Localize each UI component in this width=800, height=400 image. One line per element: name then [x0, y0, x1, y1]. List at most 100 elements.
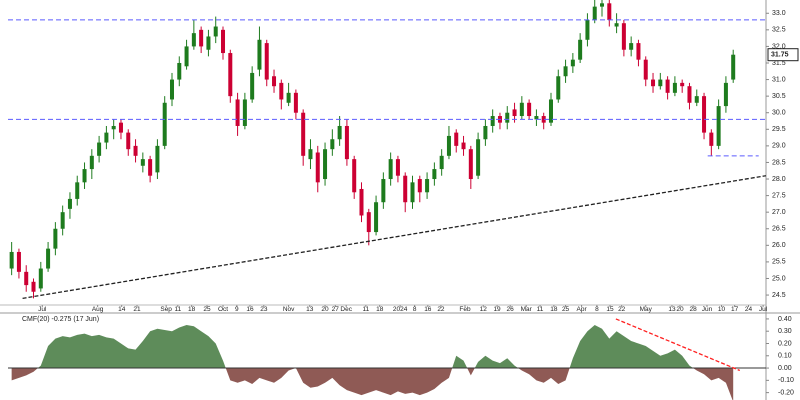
- x-tick-label: Feb: [459, 306, 471, 313]
- x-tick-label: Apr: [577, 306, 588, 313]
- candle-body: [723, 82, 728, 107]
- candle-body: [694, 96, 699, 103]
- candle-body: [169, 79, 174, 100]
- candle-body: [548, 99, 553, 123]
- candle-body: [221, 29, 226, 54]
- candle-body: [512, 109, 517, 117]
- candle-body: [250, 72, 255, 100]
- x-tick-label: Sep: [160, 306, 172, 313]
- candle-body: [578, 39, 583, 60]
- candle-body: [199, 29, 204, 47]
- candle-body: [31, 281, 36, 292]
- candle-body: [67, 198, 72, 209]
- candle-body: [228, 53, 233, 97]
- y-tick-label: 31.0: [772, 76, 786, 83]
- candle-body: [658, 79, 663, 87]
- x-tick-label: 15: [606, 306, 614, 313]
- candle-body: [461, 142, 466, 150]
- x-tick-label: 28: [689, 306, 697, 313]
- y-tick-label: 0.00: [778, 365, 792, 372]
- candle-body: [519, 102, 524, 117]
- y-tick-label: 0.10: [778, 353, 792, 360]
- y-tick-label: 26.5: [772, 226, 786, 233]
- candle-body: [563, 66, 568, 77]
- x-tick-label: 24: [745, 306, 753, 313]
- x-tick-label: 9: [235, 306, 239, 313]
- candle-body: [330, 139, 335, 150]
- x-tick-label: 22: [437, 306, 445, 313]
- x-tick-label: 16: [246, 306, 254, 313]
- candle-body: [636, 43, 641, 60]
- candle-body: [468, 149, 473, 180]
- x-tick-label: 27: [332, 306, 340, 313]
- y-tick-label: 24.5: [772, 292, 786, 299]
- x-tick-label: 22: [618, 306, 626, 313]
- candle-body: [60, 212, 65, 229]
- candle-body: [133, 145, 138, 156]
- x-tick-label: 14: [118, 306, 126, 313]
- x-tick-label: 19: [493, 306, 501, 313]
- candle-body: [607, 3, 612, 20]
- x-tick-label: 13: [306, 306, 314, 313]
- x-tick-label: 18: [376, 306, 384, 313]
- x-tick-label: Jul: [759, 306, 768, 313]
- x-tick-label: Mar: [521, 306, 533, 313]
- candle-body: [687, 86, 692, 103]
- candle-body: [191, 33, 196, 47]
- candle-body: [213, 26, 218, 37]
- y-tick-label: 0.40: [778, 316, 792, 323]
- x-tick-label: 25: [203, 306, 211, 313]
- x-tick-label: 13: [668, 306, 676, 313]
- y-tick-label: -0.10: [778, 377, 794, 384]
- candle-body: [410, 182, 415, 203]
- y-tick-label: 29.5: [772, 126, 786, 133]
- x-tick-label: 11: [537, 306, 544, 313]
- x-tick-label: 8: [413, 306, 417, 313]
- candle-body: [75, 182, 80, 199]
- trend-line: [615, 318, 741, 372]
- x-tick-label: 8: [595, 306, 599, 313]
- candle-body: [570, 59, 575, 67]
- cmf-area: [11, 325, 734, 400]
- candle-body: [140, 159, 145, 166]
- candle-body: [126, 132, 131, 150]
- candle-body: [111, 125, 116, 130]
- candle-body: [621, 23, 626, 50]
- x-tick-label: May: [640, 306, 653, 313]
- trend-line: [22, 175, 766, 300]
- y-tick-label: 33.0: [772, 10, 786, 17]
- y-tick-label: 30.0: [772, 110, 786, 117]
- candle-body: [432, 169, 437, 180]
- candle-body: [366, 212, 371, 233]
- x-tick-label: 20: [321, 306, 329, 313]
- candle-body: [417, 179, 422, 193]
- x-tick-label: 20: [676, 306, 684, 313]
- y-tick-label: 32.0: [772, 43, 786, 50]
- candle-body: [651, 79, 656, 87]
- candle-body: [505, 112, 510, 123]
- candle-body: [184, 46, 189, 67]
- x-tick-label: 18: [550, 306, 558, 313]
- y-tick-label: 25.0: [772, 275, 786, 282]
- candle-body: [665, 79, 670, 93]
- candle-body: [118, 122, 123, 133]
- candle-body: [490, 116, 495, 126]
- candle-body: [155, 145, 160, 173]
- candle-body: [476, 139, 481, 176]
- candle-body: [534, 116, 539, 120]
- candle-body: [89, 155, 94, 170]
- candle-body: [16, 251, 21, 272]
- candle-body: [148, 159, 153, 176]
- candle-body: [381, 179, 386, 203]
- candle-body: [315, 152, 320, 183]
- candle-body: [454, 132, 459, 146]
- candle-body: [643, 59, 648, 80]
- candle-body: [352, 159, 357, 193]
- x-tick-label: Dec: [340, 306, 352, 313]
- candle-body: [286, 92, 291, 103]
- x-tick-label: 11: [362, 306, 369, 313]
- y-tick-label: 28.0: [772, 176, 786, 183]
- candle-body: [279, 82, 284, 100]
